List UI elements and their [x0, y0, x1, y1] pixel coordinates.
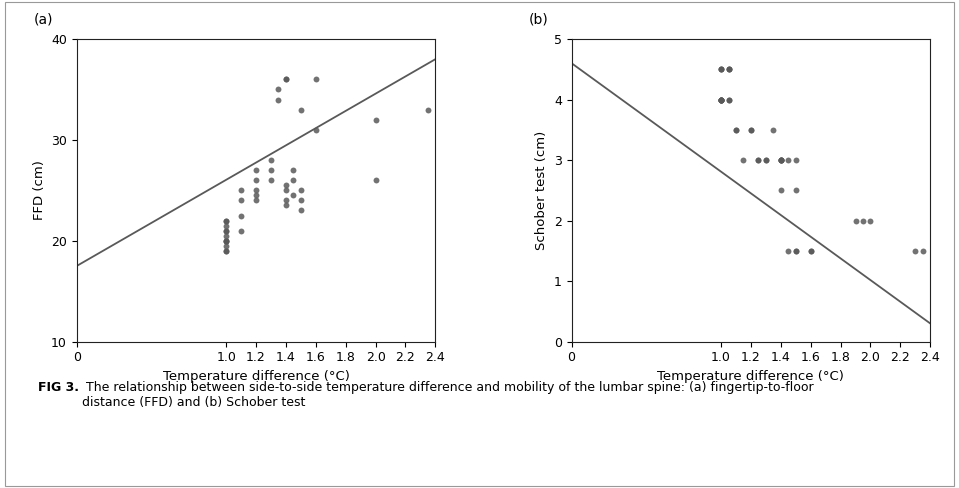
- Point: [848, 217, 863, 224]
- Point: [788, 247, 804, 255]
- Point: [219, 237, 234, 244]
- Point: [278, 186, 293, 194]
- Point: [728, 126, 743, 134]
- Point: [721, 65, 737, 73]
- Point: [286, 176, 301, 184]
- Point: [788, 247, 804, 255]
- Point: [270, 96, 286, 103]
- Point: [713, 96, 729, 103]
- Point: [248, 197, 264, 204]
- Point: [728, 126, 743, 134]
- Point: [308, 76, 323, 83]
- Point: [788, 186, 804, 194]
- Point: [773, 156, 788, 164]
- Point: [278, 202, 293, 209]
- Point: [278, 76, 293, 83]
- Text: FIG 3.: FIG 3.: [38, 381, 80, 394]
- Point: [278, 182, 293, 189]
- Text: (b): (b): [528, 13, 549, 27]
- Point: [773, 186, 788, 194]
- Point: [219, 247, 234, 255]
- Point: [270, 85, 286, 93]
- Point: [751, 156, 766, 164]
- Point: [765, 126, 781, 134]
- Point: [759, 156, 774, 164]
- Point: [713, 96, 729, 103]
- Point: [803, 247, 818, 255]
- Point: [743, 126, 759, 134]
- Point: [219, 227, 234, 235]
- Point: [264, 166, 279, 174]
- Point: [233, 197, 248, 204]
- Point: [736, 156, 751, 164]
- Point: [713, 96, 729, 103]
- Point: [915, 247, 930, 255]
- Point: [248, 166, 264, 174]
- Point: [773, 156, 788, 164]
- Point: [219, 232, 234, 240]
- Point: [233, 212, 248, 220]
- Point: [803, 247, 818, 255]
- Point: [219, 227, 234, 235]
- Point: [420, 106, 435, 114]
- Point: [286, 166, 301, 174]
- Point: [713, 96, 729, 103]
- Point: [293, 206, 309, 214]
- Point: [264, 176, 279, 184]
- Point: [219, 247, 234, 255]
- Point: [219, 217, 234, 224]
- X-axis label: Temperature difference (°C): Temperature difference (°C): [163, 370, 349, 383]
- Y-axis label: Schober test (cm): Schober test (cm): [535, 131, 549, 250]
- Point: [781, 156, 796, 164]
- Point: [219, 237, 234, 244]
- Point: [713, 65, 729, 73]
- Point: [721, 65, 737, 73]
- Point: [773, 156, 788, 164]
- Point: [721, 96, 737, 103]
- Point: [278, 76, 293, 83]
- Point: [713, 96, 729, 103]
- Point: [855, 217, 871, 224]
- Point: [219, 217, 234, 224]
- Point: [293, 106, 309, 114]
- Point: [264, 156, 279, 164]
- Point: [308, 126, 323, 134]
- Point: [713, 96, 729, 103]
- Y-axis label: FFD (cm): FFD (cm): [33, 161, 46, 220]
- X-axis label: Temperature difference (°C): Temperature difference (°C): [658, 370, 844, 383]
- Point: [293, 197, 309, 204]
- Point: [781, 247, 796, 255]
- Point: [721, 96, 737, 103]
- Point: [751, 156, 766, 164]
- Point: [248, 176, 264, 184]
- Point: [286, 191, 301, 199]
- Point: [721, 65, 737, 73]
- Point: [233, 227, 248, 235]
- Point: [863, 217, 878, 224]
- Point: [219, 237, 234, 244]
- Point: [368, 116, 384, 123]
- Point: [743, 126, 759, 134]
- Point: [759, 156, 774, 164]
- Point: [219, 222, 234, 229]
- Point: [713, 65, 729, 73]
- Point: [219, 242, 234, 250]
- Point: [278, 197, 293, 204]
- Text: (a): (a): [34, 13, 53, 27]
- Point: [907, 247, 923, 255]
- Point: [248, 186, 264, 194]
- Point: [293, 186, 309, 194]
- Point: [713, 96, 729, 103]
- Point: [788, 156, 804, 164]
- Point: [773, 156, 788, 164]
- Text: The relationship between side-to-side temperature difference and mobility of the: The relationship between side-to-side te…: [82, 381, 814, 408]
- Point: [773, 156, 788, 164]
- Point: [368, 176, 384, 184]
- Point: [233, 186, 248, 194]
- Point: [248, 191, 264, 199]
- Point: [713, 65, 729, 73]
